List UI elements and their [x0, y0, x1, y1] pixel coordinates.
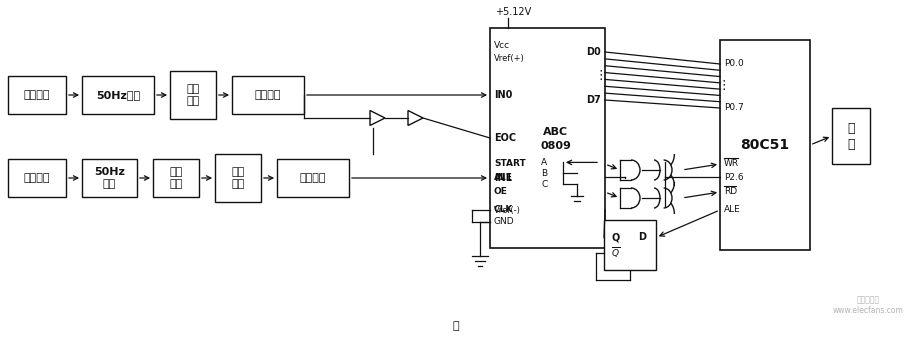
- Text: A: A: [541, 158, 548, 167]
- FancyBboxPatch shape: [153, 159, 199, 197]
- Text: 延时
电路: 延时 电路: [169, 167, 182, 189]
- FancyBboxPatch shape: [215, 154, 261, 202]
- Text: 电子发烧友
www.elecfans.com: 电子发烧友 www.elecfans.com: [833, 295, 904, 315]
- Text: EOC: EOC: [494, 133, 517, 143]
- Text: 显
示: 显 示: [847, 121, 855, 150]
- Text: ABC: ABC: [543, 127, 568, 137]
- Text: 图: 图: [453, 321, 459, 331]
- Text: D0: D0: [587, 47, 601, 57]
- Text: 80C51: 80C51: [741, 138, 790, 152]
- Text: 50Hz带通: 50Hz带通: [96, 90, 140, 100]
- Text: GND: GND: [494, 217, 515, 226]
- Text: START: START: [494, 160, 526, 169]
- Text: IN0: IN0: [494, 90, 512, 100]
- Text: D7: D7: [587, 95, 601, 105]
- FancyBboxPatch shape: [170, 71, 216, 119]
- Text: $\overline{Q}$: $\overline{Q}$: [611, 245, 620, 260]
- FancyBboxPatch shape: [8, 159, 66, 197]
- Text: 采样保持: 采样保持: [300, 173, 326, 183]
- Text: P0.7: P0.7: [724, 103, 743, 113]
- FancyBboxPatch shape: [490, 28, 605, 248]
- Text: ⋮: ⋮: [595, 70, 608, 82]
- Text: Q: Q: [612, 233, 620, 242]
- Text: RD: RD: [724, 188, 737, 196]
- Text: 0809: 0809: [540, 141, 571, 151]
- FancyBboxPatch shape: [232, 76, 304, 114]
- Text: OE: OE: [494, 188, 507, 196]
- Text: Vcc: Vcc: [494, 42, 510, 50]
- Text: 电压变换: 电压变换: [24, 173, 50, 183]
- Text: ALE: ALE: [494, 172, 513, 182]
- FancyBboxPatch shape: [604, 220, 656, 270]
- Text: WR: WR: [724, 160, 739, 169]
- Text: ⋮: ⋮: [718, 79, 731, 93]
- Text: D: D: [638, 233, 646, 242]
- Text: 电平
移位: 电平 移位: [231, 167, 245, 189]
- Text: IN1: IN1: [494, 173, 512, 183]
- FancyBboxPatch shape: [82, 76, 154, 114]
- Text: 电平
移位: 电平 移位: [187, 84, 200, 106]
- Text: 电流变换: 电流变换: [24, 90, 50, 100]
- Text: 采样保持: 采样保持: [255, 90, 281, 100]
- Text: C: C: [541, 180, 548, 189]
- Text: P2.6: P2.6: [724, 172, 743, 182]
- Text: B: B: [541, 169, 548, 178]
- FancyBboxPatch shape: [82, 159, 137, 197]
- Text: +5.12V: +5.12V: [495, 7, 531, 17]
- Text: ALE: ALE: [724, 206, 741, 215]
- Text: P0.0: P0.0: [724, 59, 743, 69]
- Text: CLK: CLK: [494, 206, 514, 215]
- Text: Vref(+): Vref(+): [494, 53, 525, 63]
- FancyBboxPatch shape: [720, 40, 810, 250]
- FancyBboxPatch shape: [832, 108, 870, 164]
- FancyBboxPatch shape: [277, 159, 349, 197]
- FancyBboxPatch shape: [8, 76, 66, 114]
- Text: Vref(-): Vref(-): [494, 206, 521, 215]
- Text: 50Hz
带通: 50Hz 带通: [94, 167, 125, 189]
